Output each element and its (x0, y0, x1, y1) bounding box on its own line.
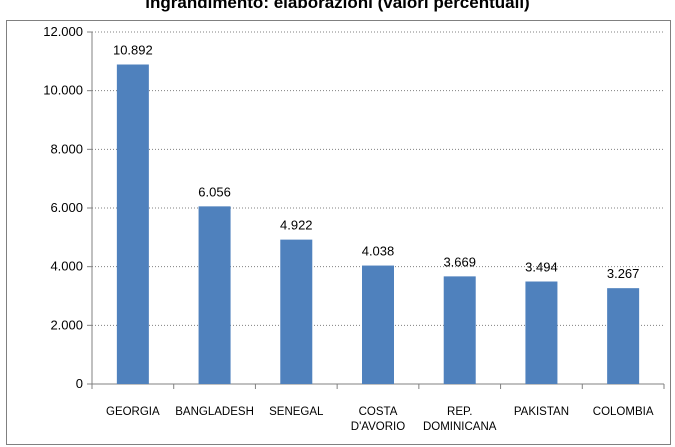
bar (116, 64, 149, 384)
x-tick-label: REP. DOMINICANA (423, 406, 497, 433)
bar (362, 265, 394, 384)
chart-title: ingrandimento: elaborazioni (valori perc… (145, 0, 530, 12)
x-tick-label: PAKISTAN (514, 406, 569, 418)
bar (525, 281, 558, 384)
data-label: 10.892 (113, 43, 153, 58)
x-tick-label: COSTA D'AVORIO (351, 406, 405, 433)
x-tick-label: COLOMBIA (593, 406, 654, 418)
data-label: 3.494 (525, 260, 558, 275)
y-tick-label: 4.000 (50, 259, 83, 274)
y-tick-label: 12.000 (43, 24, 83, 39)
x-tick-label: BANGLADESH (175, 406, 254, 418)
y-tick-label: 0 (76, 376, 83, 391)
bar (443, 276, 476, 384)
x-tick-label: SENEGAL (269, 406, 324, 418)
y-tick-label: 2.000 (50, 317, 83, 332)
data-label: 3.669 (443, 254, 476, 269)
data-label: 4.922 (280, 218, 313, 233)
data-label: 4.038 (362, 244, 395, 259)
y-tick-label: 10.000 (43, 83, 83, 98)
data-label: 6.056 (198, 184, 231, 199)
y-tick-label: 8.000 (50, 141, 83, 156)
bar (280, 239, 313, 384)
bar (607, 288, 640, 384)
x-tick-label: GEORGIA (106, 406, 160, 418)
chart-frame (6, 20, 671, 445)
bar (198, 206, 231, 384)
y-tick-label: 6.000 (50, 200, 83, 215)
data-label: 3.267 (607, 266, 640, 281)
